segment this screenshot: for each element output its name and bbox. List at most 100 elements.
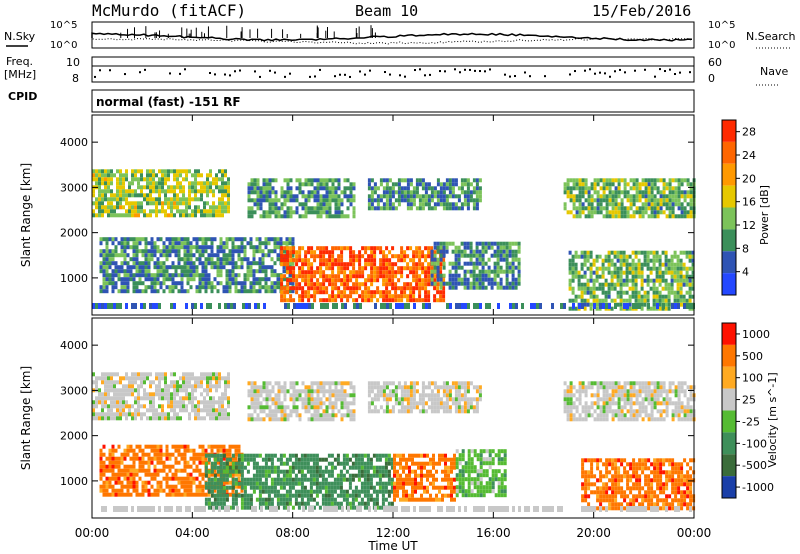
power-echo-cell (319, 290, 323, 295)
power-echo-cell (689, 214, 693, 219)
power-echo-cell (191, 209, 194, 214)
vel-echo-cell (129, 492, 133, 497)
vel-echo-cell (623, 385, 627, 390)
vel-echo-cell (421, 389, 425, 394)
power-echo-cell (222, 249, 226, 254)
power-echo-cell (291, 241, 295, 246)
vel-echo-cell (659, 389, 663, 394)
power-echo-cell (224, 189, 227, 194)
vel-echo-cell (110, 408, 113, 413)
power-echo-cell (210, 245, 214, 250)
power-echo-cell (328, 210, 332, 215)
vel-echo-cell (689, 409, 693, 414)
power-echo-cell (676, 258, 680, 263)
power-echo-cell (517, 265, 521, 270)
power-echo-cell (676, 262, 680, 267)
power-echo-cell (146, 213, 149, 218)
power-echo-cell (114, 265, 118, 270)
power-echo-cell (247, 182, 251, 187)
power-echo-cell (647, 194, 651, 199)
vel-echo-cell (680, 389, 684, 394)
power-echo-cell (198, 281, 202, 286)
vel-echo-cell (319, 385, 323, 390)
power-echo-cell (679, 294, 683, 299)
power-echo-cell (210, 253, 214, 258)
power-echo-cell (364, 258, 368, 263)
power-echo-cell (629, 206, 633, 211)
power-echo-cell (664, 286, 668, 291)
vel-echo-cell (343, 405, 347, 410)
vel-echo-cell (277, 393, 281, 398)
power-echo-cell (571, 278, 575, 283)
power-echo-cell (652, 306, 656, 311)
power-echo-cell (610, 258, 614, 263)
power-echo-cell (286, 282, 290, 287)
power-echo-cell (581, 202, 585, 207)
power-echo-cell (637, 294, 641, 299)
power-echo-cell (391, 254, 395, 259)
vel-echo-cell (188, 412, 191, 417)
power-echo-cell (292, 266, 296, 271)
vel-echo-cell (126, 464, 130, 469)
vel-echo-cell (602, 393, 606, 398)
power-echo-cell (400, 178, 404, 183)
power-echo-cell (177, 261, 181, 266)
power-echo-cell (132, 285, 136, 290)
power-echo-cell (673, 298, 677, 303)
vel-echo-cell (328, 389, 332, 394)
power-echo-cell (225, 273, 229, 278)
vel-echo-cell (191, 408, 194, 413)
power-echo-cell (563, 206, 567, 211)
power-echo-cell (571, 266, 575, 271)
power-near-range-cell (602, 303, 605, 309)
power-echo-cell (170, 185, 173, 190)
power-echo-cell (653, 194, 657, 199)
power-echo-cell (454, 253, 458, 258)
vel-echo-cell (206, 388, 209, 393)
power-echo-cell (183, 245, 187, 250)
power-echo-cell (665, 202, 669, 207)
power-echo-cell (334, 282, 338, 287)
power-echo-cell (132, 257, 136, 262)
power-echo-cell (427, 298, 431, 303)
vel-echo-cell (331, 389, 335, 394)
power-echo-cell (250, 198, 254, 203)
vel-echo-cell (647, 401, 651, 406)
power-echo-cell (496, 269, 500, 274)
power-echo-cell (247, 198, 251, 203)
power-echo-cell (463, 245, 467, 250)
power-echo-cell (292, 210, 296, 215)
vel-echo-cell (653, 393, 657, 398)
power-echo-cell (289, 198, 293, 203)
power-echo-cell (289, 258, 293, 263)
power-echo-cell (149, 177, 152, 182)
power-echo-cell (650, 190, 654, 195)
power-echo-cell (313, 294, 317, 299)
power-echo-cell (490, 281, 494, 286)
power-echo-cell (587, 206, 591, 211)
power-echo-cell (135, 245, 139, 250)
colorbar-swatch (722, 163, 736, 186)
power-echo-cell (391, 202, 395, 207)
power-echo-cell (367, 194, 371, 199)
vel-echo-cell (141, 468, 145, 473)
power-echo-cell (325, 186, 329, 191)
power-echo-cell (346, 206, 350, 211)
power-echo-cell (424, 274, 428, 279)
vel-echo-cell (608, 385, 612, 390)
vel-echo-cell (101, 392, 104, 397)
power-echo-cell (629, 194, 633, 199)
vel-echo-cell (614, 413, 618, 418)
vel-echo-cell (406, 409, 410, 414)
vel-echo-cell (173, 416, 176, 421)
power-echo-cell (472, 186, 476, 191)
power-echo-cell (203, 201, 206, 206)
power-echo-cell (316, 278, 320, 283)
vel-echo-cell (277, 385, 281, 390)
power-echo-cell (234, 285, 238, 290)
power-echo-cell (598, 266, 602, 271)
power-echo-cell (566, 186, 570, 191)
vel-echo-cell (638, 381, 642, 386)
power-echo-cell (454, 277, 458, 282)
power-echo-cell (158, 193, 161, 198)
